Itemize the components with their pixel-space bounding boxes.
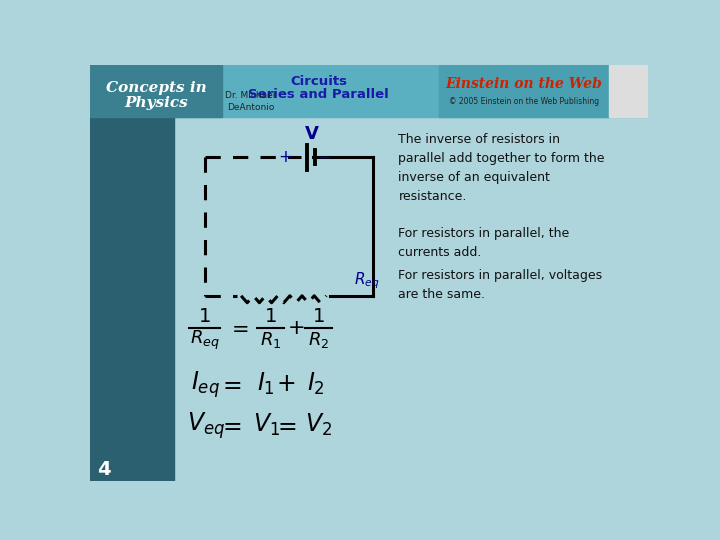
Text: $=$: $=$ (274, 413, 297, 437)
Text: $I_{eq}$: $I_{eq}$ (191, 369, 220, 400)
Text: Physics: Physics (124, 96, 188, 110)
Text: $I_1$: $I_1$ (256, 372, 274, 397)
Text: $1$: $1$ (312, 307, 325, 326)
Text: $V_2$: $V_2$ (305, 412, 333, 438)
Text: −: − (317, 148, 331, 166)
Text: +: + (279, 148, 292, 166)
Bar (90, 65, 648, 117)
Text: $=$: $=$ (227, 318, 248, 338)
Text: V: V (305, 125, 318, 143)
Bar (90, 117, 174, 481)
Text: $+$: $+$ (276, 373, 295, 396)
Text: $R_{eq}$: $R_{eq}$ (354, 270, 379, 291)
Bar (609, 65, 648, 117)
Text: $1$: $1$ (264, 307, 277, 326)
Text: 4: 4 (97, 460, 111, 480)
Text: $R_{eq}$: $R_{eq}$ (190, 329, 220, 352)
Text: $1$: $1$ (199, 307, 211, 326)
Text: $+$: $+$ (287, 318, 304, 338)
Bar (90, 65, 222, 117)
Text: Series and Parallel: Series and Parallel (248, 87, 389, 100)
Text: $V_{eq}$: $V_{eq}$ (187, 410, 225, 441)
Bar (438, 65, 609, 117)
Text: $V_1$: $V_1$ (253, 412, 280, 438)
Text: $=$: $=$ (217, 413, 241, 437)
Text: Circuits: Circuits (290, 75, 347, 88)
Text: $I_2$: $I_2$ (307, 372, 325, 397)
Text: Dr. Michael
DeAntonio: Dr. Michael DeAntonio (225, 91, 276, 112)
Text: For resistors in parallel, voltages
are the same.: For resistors in parallel, voltages are … (398, 269, 603, 301)
Text: © 2005 Einstein on the Web Publishing: © 2005 Einstein on the Web Publishing (449, 97, 599, 106)
Text: The inverse of resistors in
parallel add together to form the
inverse of an equi: The inverse of resistors in parallel add… (398, 132, 605, 202)
Text: Einstein on the Web: Einstein on the Web (446, 77, 603, 91)
Text: For resistors in parallel, the
currents add.: For resistors in parallel, the currents … (398, 226, 570, 259)
Text: $R_2$: $R_2$ (308, 330, 329, 350)
Text: $R_1$: $R_1$ (260, 330, 282, 350)
Text: Concepts in: Concepts in (106, 81, 206, 95)
Text: $=$: $=$ (217, 373, 241, 396)
